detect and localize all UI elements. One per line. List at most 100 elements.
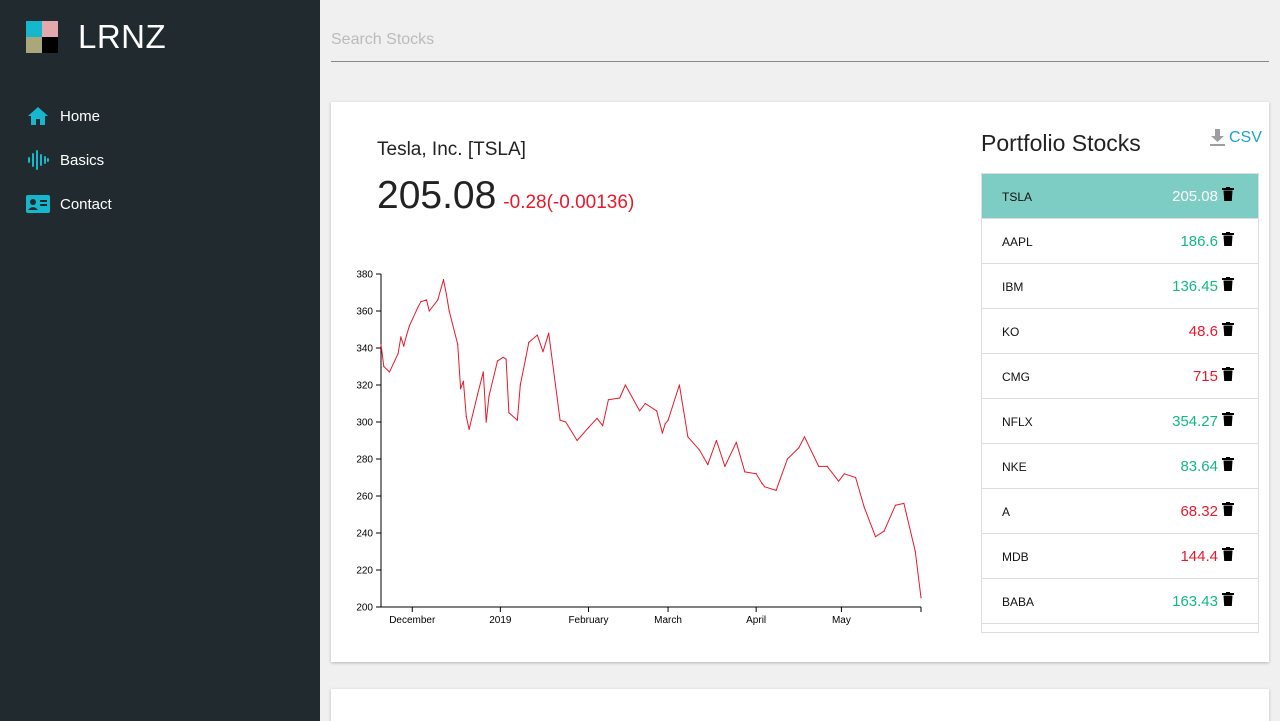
price-point — [687, 436, 689, 438]
stock-symbol: NKE — [1002, 460, 1027, 474]
portfolio-row-tsla[interactable]: TSLA 205.08 — [982, 174, 1258, 219]
price-change: -0.28(-0.00136) — [503, 192, 635, 213]
price-point — [505, 358, 507, 360]
x-tick-label: April — [746, 615, 766, 626]
price-point — [644, 402, 646, 405]
price-point — [576, 439, 578, 442]
logo-square-3 — [26, 37, 42, 53]
search-input[interactable] — [331, 22, 1269, 58]
y-tick-label: 240 — [356, 529, 373, 540]
y-tick-label: 340 — [356, 344, 373, 355]
trash-icon[interactable] — [1222, 322, 1234, 336]
price-point — [602, 425, 604, 427]
app-title: LRNZ — [78, 18, 167, 55]
price-point — [380, 343, 382, 345]
price-point — [855, 476, 857, 479]
waveform-icon — [26, 148, 50, 172]
price-point — [428, 310, 430, 312]
stock-symbol: BABA — [1002, 595, 1035, 609]
price-point — [502, 356, 504, 358]
secondary-card — [331, 689, 1269, 721]
stock-symbol: MDB — [1002, 550, 1029, 564]
price-point — [678, 384, 680, 386]
portfolio-row-mdb[interactable]: MDB 144.4 — [982, 534, 1258, 579]
sidebar-item-label: Contact — [60, 195, 112, 213]
price-point — [488, 395, 490, 397]
sidebar-nav: Home Basics Contact — [26, 94, 112, 226]
portfolio-row-nke[interactable]: NKE 83.64 — [982, 444, 1258, 489]
sidebar-item-label: Basics — [60, 151, 105, 169]
stock-price-value: 205.08 — [1172, 187, 1218, 205]
y-tick-label: 280 — [356, 455, 373, 466]
y-tick-label: 320 — [356, 381, 373, 392]
price-point — [485, 421, 487, 423]
price-point — [596, 417, 598, 419]
y-tick-label: 220 — [356, 566, 373, 577]
price-point — [519, 384, 521, 386]
app-logo[interactable]: LRNZ — [26, 20, 166, 54]
price-point — [735, 441, 737, 443]
price-point — [388, 371, 391, 373]
trash-icon[interactable] — [1222, 367, 1234, 381]
trash-icon[interactable] — [1222, 232, 1234, 246]
trash-icon[interactable] — [1222, 412, 1234, 426]
price-point — [715, 439, 717, 442]
price-point — [744, 471, 746, 473]
x-tick-label: December — [389, 615, 436, 626]
price-point — [477, 393, 479, 395]
stock-price-value: 144.4 — [1180, 547, 1218, 565]
price-point — [528, 341, 530, 343]
price-point — [624, 384, 626, 386]
trash-icon[interactable] — [1222, 592, 1234, 606]
stock-symbol: CMG — [1002, 370, 1030, 384]
price-point — [525, 356, 527, 358]
price-point — [508, 412, 510, 414]
price-point — [542, 351, 544, 353]
portfolio-title: Portfolio Stocks — [981, 130, 1141, 156]
portfolio-row-aapl[interactable]: AAPL 186.6 — [982, 219, 1258, 264]
home-icon — [26, 104, 50, 128]
price-point — [818, 465, 820, 467]
logo-square-2 — [42, 21, 58, 37]
stock-name: Tesla, Inc. [TSLA] — [377, 139, 526, 160]
price-point — [707, 464, 709, 466]
stock-price-value: 163.43 — [1172, 592, 1218, 610]
portfolio-list: TSLA 205.08 AAPL 186.6 IBM 136.45 KO 48.6 CMG 715… — [981, 173, 1259, 633]
csv-download-button[interactable]: CSV — [1209, 129, 1262, 147]
price-point — [755, 473, 757, 475]
price-point — [417, 306, 419, 308]
stock-symbol: NFLX — [1002, 415, 1033, 429]
trash-icon[interactable] — [1222, 457, 1234, 471]
sidebar-item-basics[interactable]: Basics — [26, 138, 112, 182]
stock-price-value: 186.6 — [1180, 232, 1218, 250]
price-point — [383, 365, 385, 368]
portfolio-row-ko[interactable]: KO 48.6 — [982, 309, 1258, 354]
price-point — [920, 597, 922, 599]
portfolio-row-ibm[interactable]: IBM 136.45 — [982, 264, 1258, 309]
search-bar — [331, 22, 1269, 62]
y-tick-label: 300 — [356, 418, 373, 429]
portfolio-row-cmg[interactable]: CMG 715 — [982, 354, 1258, 399]
trash-icon[interactable] — [1222, 547, 1234, 561]
sidebar-item-home[interactable]: Home — [26, 94, 112, 138]
portfolio-row-a[interactable]: A 68.32 — [982, 489, 1258, 534]
csv-label: CSV — [1229, 129, 1262, 146]
sidebar-item-contact[interactable]: Contact — [26, 182, 112, 226]
x-tick-label: February — [568, 615, 608, 626]
portfolio-row-baba[interactable]: BABA 163.43 — [982, 579, 1258, 624]
trash-icon[interactable] — [1222, 277, 1234, 291]
price-point — [448, 310, 450, 312]
stock-symbol: KO — [1002, 325, 1020, 339]
y-tick-label: 260 — [356, 492, 373, 503]
price-point — [894, 504, 897, 506]
stock-price-value: 48.6 — [1188, 322, 1218, 340]
trash-icon[interactable] — [1222, 502, 1234, 516]
price-point — [420, 301, 422, 303]
price-point — [403, 345, 405, 347]
price-point — [798, 447, 800, 449]
trash-icon[interactable] — [1222, 187, 1234, 201]
stock-price-value: 715 — [1192, 367, 1218, 385]
stock-symbol: IBM — [1002, 280, 1024, 294]
price-point — [863, 506, 865, 508]
portfolio-row-nflx[interactable]: NFLX 354.27 — [982, 399, 1258, 444]
